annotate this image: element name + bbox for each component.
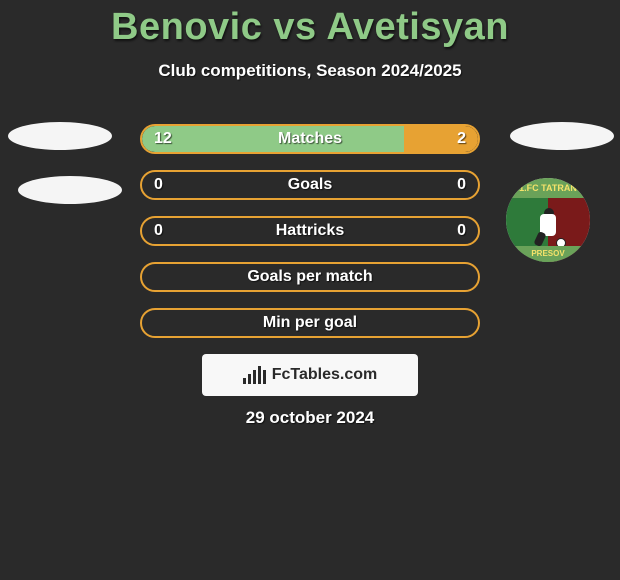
stat-value-right: 2 <box>457 130 466 148</box>
stat-row: 0Hattricks0 <box>140 216 480 246</box>
stat-value-right: 0 <box>457 176 466 194</box>
club-left-logo-placeholder <box>18 176 122 204</box>
player-right-photo-placeholder <box>510 122 614 150</box>
stat-label: Min per goal <box>142 314 478 332</box>
club-logo-bottom-text: PRESOV <box>506 246 590 262</box>
date-text: 29 october 2024 <box>0 408 620 428</box>
stat-value-right: 0 <box>457 222 466 240</box>
stat-label: Goals per match <box>142 268 478 286</box>
brand-badge: FcTables.com <box>202 354 418 396</box>
stats-container: 12Matches20Goals00Hattricks0Goals per ma… <box>140 124 480 354</box>
bar-chart-icon <box>243 366 266 384</box>
stat-label: Goals <box>142 176 478 194</box>
stat-label: Hattricks <box>142 222 478 240</box>
club-logo-figure <box>528 208 568 248</box>
club-logo-top-text: 1.FC TATRAN <box>506 178 590 198</box>
stat-row: Min per goal <box>140 308 480 338</box>
player-left-photo-placeholder <box>8 122 112 150</box>
stat-row: Goals per match <box>140 262 480 292</box>
club-right-logo: 1.FC TATRAN PRESOV <box>506 178 590 262</box>
stat-row: 0Goals0 <box>140 170 480 200</box>
page-title: Benovic vs Avetisyan <box>0 0 620 49</box>
stat-row: 12Matches2 <box>140 124 480 154</box>
brand-text: FcTables.com <box>272 366 378 384</box>
page-subtitle: Club competitions, Season 2024/2025 <box>0 61 620 81</box>
stat-label: Matches <box>142 130 478 148</box>
